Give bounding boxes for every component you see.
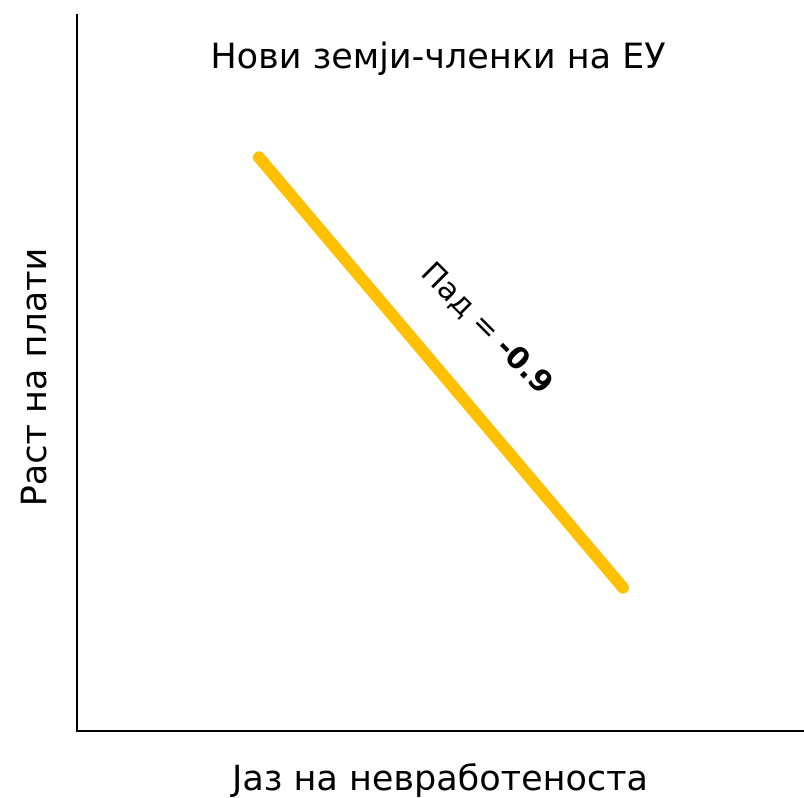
series-line-0 [253,151,629,594]
slope-annotation-label: Пад = [414,255,514,355]
slope-annotation: Пад = -0.9 [414,255,560,401]
x-axis-label: Јаз на невработеноста [230,759,648,798]
chart-title: Нови земји-членки на ЕУ [210,37,665,77]
y-axis-label: Раст на плати [15,248,55,507]
series-layer [253,151,629,594]
